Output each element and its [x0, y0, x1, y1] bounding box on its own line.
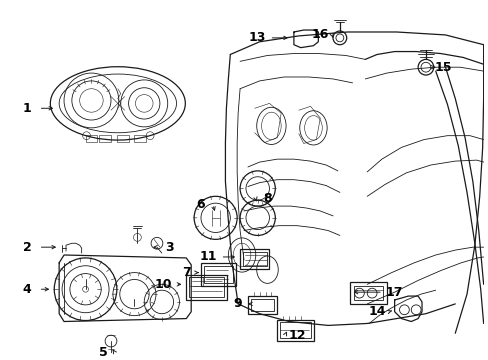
- Text: 2: 2: [22, 241, 31, 254]
- Bar: [117, 135, 128, 141]
- Text: 12: 12: [287, 329, 305, 342]
- Bar: [201, 263, 236, 286]
- Text: 10: 10: [155, 278, 172, 291]
- Text: 14: 14: [367, 305, 385, 318]
- Text: 11: 11: [200, 251, 217, 264]
- Text: 4: 4: [22, 283, 31, 296]
- Bar: [349, 282, 386, 304]
- Text: 1: 1: [22, 102, 31, 115]
- Text: 17: 17: [385, 286, 403, 299]
- Text: 7: 7: [182, 266, 190, 279]
- Bar: [247, 296, 277, 314]
- Text: 8: 8: [263, 192, 271, 205]
- Text: 16: 16: [311, 28, 328, 41]
- Bar: [203, 266, 233, 283]
- Text: 13: 13: [248, 31, 266, 44]
- Bar: [250, 299, 274, 311]
- Bar: [85, 135, 97, 141]
- Bar: [134, 135, 146, 141]
- Bar: [189, 278, 224, 297]
- Text: 15: 15: [434, 61, 451, 74]
- Text: 6: 6: [196, 198, 205, 211]
- Text: 5: 5: [99, 346, 107, 359]
- Bar: [186, 275, 227, 300]
- Bar: [353, 286, 382, 300]
- Bar: [189, 278, 203, 286]
- Text: 3: 3: [165, 241, 174, 254]
- Text: 9: 9: [233, 297, 242, 310]
- Bar: [280, 323, 311, 338]
- Bar: [99, 135, 111, 141]
- Bar: [243, 252, 266, 266]
- Bar: [277, 320, 314, 341]
- Bar: [240, 249, 269, 269]
